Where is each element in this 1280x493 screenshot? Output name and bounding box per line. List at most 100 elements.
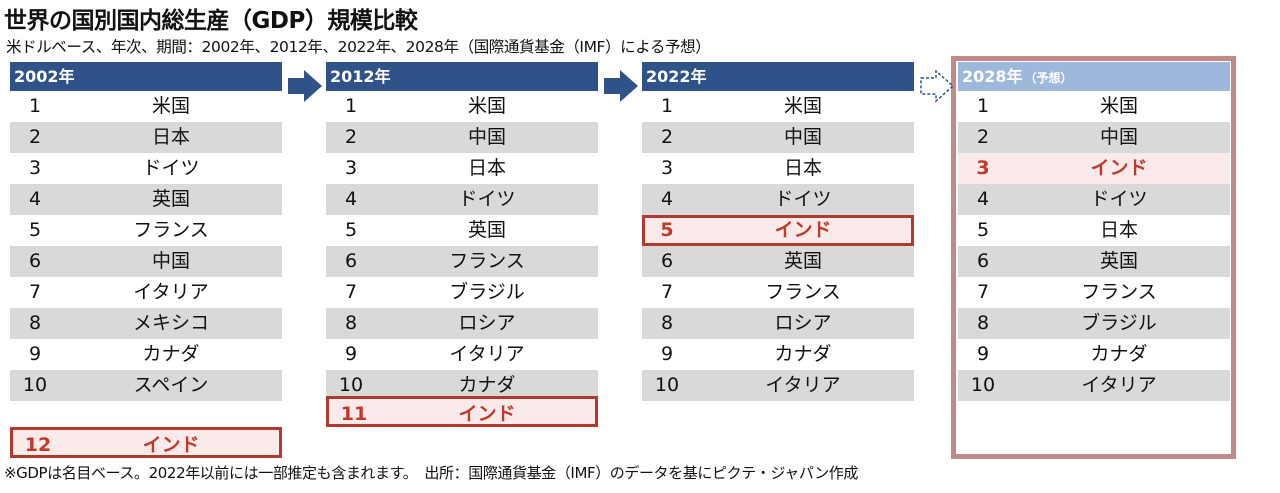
country-name: ブラジル	[449, 281, 525, 303]
table-row: 9 イタリア	[326, 339, 598, 370]
rank-number: 7	[660, 281, 674, 303]
country-name: フランス	[133, 219, 209, 241]
country-name: 中国	[467, 126, 506, 148]
rank-number: 7	[28, 281, 42, 303]
rank-number: 3	[28, 157, 42, 179]
rank-number: 6	[344, 250, 358, 272]
table-row: 6 フランス	[326, 246, 598, 277]
forecast-note: （予想）	[1024, 71, 1073, 85]
country-name: ドイツ	[1090, 188, 1148, 210]
rank-number: 4	[344, 188, 358, 210]
country-name: 英国	[151, 188, 190, 210]
country-name: カナダ	[774, 343, 832, 365]
table-row: 10 イタリア	[642, 370, 914, 401]
table-row: 6 中国	[10, 246, 282, 277]
country-name: カナダ	[458, 374, 516, 396]
arrow-right-icon	[288, 70, 322, 102]
page-subtitle: 米ドルベース、年次、期間：2002年、2012年、2022年、2028年（国際通…	[6, 38, 711, 56]
country-name: フランス	[1081, 281, 1157, 303]
table-row: 10 イタリア	[958, 370, 1230, 401]
rank-number: 2	[660, 126, 674, 148]
country-name: 中国	[151, 250, 190, 272]
table-row: 2 日本	[10, 122, 282, 153]
india-rank-row: 11 インド	[326, 396, 598, 427]
country-name: 米国	[1099, 95, 1138, 117]
year-label: 2028年	[962, 67, 1023, 86]
country-name: 英国	[783, 250, 822, 272]
rank-number: 7	[976, 281, 990, 303]
table-row: 5 日本	[958, 215, 1230, 246]
rank-number: 8	[976, 312, 990, 334]
table-row: 2 中国	[326, 122, 598, 153]
country-name: 米国	[151, 95, 190, 117]
year-header: 2002年	[10, 62, 282, 91]
rank-number: 2	[344, 126, 358, 148]
table-row: 1 米国	[10, 91, 282, 122]
country-name: ロシア	[458, 312, 516, 334]
rank-number: 10	[654, 374, 680, 396]
country-name: 日本	[783, 157, 822, 179]
table-row: 8 メキシコ	[10, 308, 282, 339]
country-name: ドイツ	[774, 188, 832, 210]
table-row: 4 英国	[10, 184, 282, 215]
table-row: 7 フランス	[642, 277, 914, 308]
table-row: 3 日本	[326, 153, 598, 184]
rank-number: 8	[28, 312, 42, 334]
rank-number: 1	[28, 95, 42, 117]
country-name: スペイン	[133, 374, 209, 396]
rank-number: 9	[28, 343, 42, 365]
year-label: 2012年	[330, 67, 391, 86]
rank-number: 6	[28, 250, 42, 272]
country-name: イタリア	[133, 281, 209, 303]
table-row: 9 カナダ	[642, 339, 914, 370]
rank-number: 2	[28, 126, 42, 148]
table-row: 9 カナダ	[10, 339, 282, 370]
year-header: 2028年 （予想）	[958, 62, 1230, 91]
country-name: ドイツ	[142, 157, 200, 179]
table-row: 10 スペイン	[10, 370, 282, 401]
country-name: イタリア	[1081, 374, 1157, 396]
forecast-frame	[951, 56, 1236, 459]
country-name: インド	[1090, 157, 1148, 179]
country-name: 日本	[151, 126, 190, 148]
table-row: 9 カナダ	[958, 339, 1230, 370]
table-row: 1 米国	[642, 91, 914, 122]
table-row: 5 英国	[326, 215, 598, 246]
country-name: 日本	[467, 157, 506, 179]
country-name: インド	[774, 219, 832, 241]
rank-number: 10	[22, 374, 48, 396]
rank-number: 6	[976, 250, 990, 272]
table-row: 1 米国	[326, 91, 598, 122]
rank-number: 9	[976, 343, 990, 365]
country-name: ブラジル	[1081, 312, 1157, 334]
country-name: 中国	[1099, 126, 1138, 148]
year-column: 2012年 1 米国 2 中国 3 日本 4 ドイツ 5 英国 6 フランス 7 ブラジル 8 ロシア 9 イタリア…	[326, 62, 598, 401]
rank-number: 11	[340, 403, 368, 425]
country-name: ドイツ	[458, 188, 516, 210]
table-row: 4 ドイツ	[642, 184, 914, 215]
table-row: 5 フランス	[10, 215, 282, 246]
page-title: 世界の国別国内総生産（GDP）規模比較	[4, 8, 418, 34]
rank-number: 5	[344, 219, 358, 241]
rank-number: 7	[344, 281, 358, 303]
rank-number: 10	[970, 374, 996, 396]
rank-number: 1	[976, 95, 990, 117]
arrow-right-icon	[604, 70, 638, 102]
year-column: 2002年 1 米国 2 日本 3 ドイツ 4 英国 5 フランス 6 中国 7 イタリア 8 メキシコ 9 カナダ…	[10, 62, 282, 401]
country-name: カナダ	[142, 343, 200, 365]
dashed-arrow-right-icon	[920, 70, 955, 103]
country-name: イタリア	[449, 343, 525, 365]
table-row: 2 中国	[958, 122, 1230, 153]
country-name: 英国	[467, 219, 506, 241]
rank-number: 2	[976, 126, 990, 148]
country-name: 中国	[783, 126, 822, 148]
table-row: 6 英国	[642, 246, 914, 277]
table-row: 8 ロシア	[642, 308, 914, 339]
rank-number: 3	[344, 157, 358, 179]
rank-number: 9	[344, 343, 358, 365]
table-row: 4 ドイツ	[958, 184, 1230, 215]
year-column: 2028年 （予想） 1 米国 2 中国 3 インド 4 ドイツ 5 日本 6 英国 7 フランス 8 ブラジル 9…	[958, 62, 1230, 401]
rank-number: 4	[976, 188, 990, 210]
year-header: 2012年	[326, 62, 598, 91]
table-row: 10 カナダ	[326, 370, 598, 401]
